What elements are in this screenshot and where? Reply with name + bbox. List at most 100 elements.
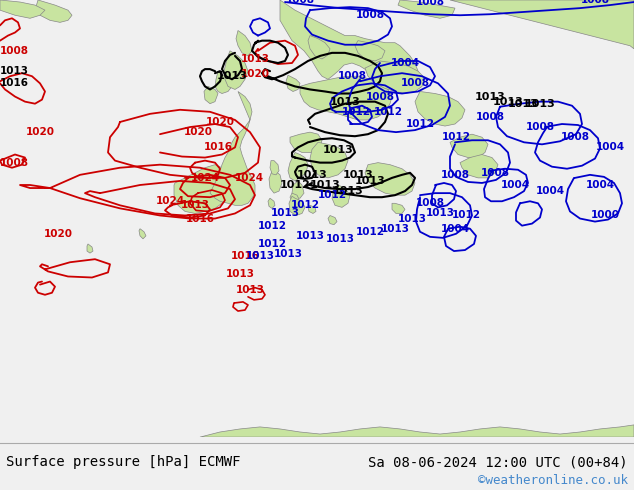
Text: 1016: 1016 [186, 214, 214, 223]
Text: 1013: 1013 [330, 97, 360, 107]
Text: 1016: 1016 [204, 143, 233, 152]
Text: 1016: 1016 [0, 78, 29, 88]
Polygon shape [328, 216, 337, 224]
Text: ©weatheronline.co.uk: ©weatheronline.co.uk [477, 474, 628, 487]
Polygon shape [365, 61, 425, 94]
Text: 1004: 1004 [441, 224, 470, 234]
Polygon shape [450, 134, 488, 158]
Text: 1008: 1008 [0, 158, 29, 168]
Text: 1008: 1008 [526, 122, 555, 132]
Text: 1013: 1013 [493, 97, 524, 107]
Text: Sa 08-06-2024 12:00 UTC (00+84): Sa 08-06-2024 12:00 UTC (00+84) [368, 456, 628, 469]
Text: 1008: 1008 [401, 78, 429, 88]
Polygon shape [398, 0, 455, 18]
Text: 1008: 1008 [285, 0, 314, 5]
Text: 1012: 1012 [441, 132, 470, 142]
Text: 1008: 1008 [337, 71, 366, 81]
Polygon shape [365, 163, 415, 195]
Polygon shape [268, 198, 275, 208]
Polygon shape [332, 185, 350, 207]
Text: 1013: 1013 [273, 249, 302, 259]
Polygon shape [224, 51, 248, 90]
Text: 1024: 1024 [155, 196, 184, 206]
Polygon shape [200, 425, 634, 437]
Text: 1004: 1004 [391, 58, 420, 68]
Text: 1008: 1008 [476, 112, 505, 122]
Text: 1013: 1013 [380, 224, 410, 234]
Text: 1020: 1020 [183, 127, 212, 137]
Text: 1013: 1013 [398, 214, 427, 223]
Polygon shape [310, 142, 348, 178]
Text: 1000: 1000 [590, 211, 619, 220]
Text: 1013: 1013 [333, 186, 363, 196]
Polygon shape [355, 41, 385, 61]
Polygon shape [288, 152, 308, 181]
Text: 1008: 1008 [0, 46, 29, 56]
Text: 1013: 1013 [235, 285, 264, 294]
Text: 1013: 1013 [342, 170, 373, 180]
Text: 1012: 1012 [342, 107, 370, 117]
Text: 1020: 1020 [44, 229, 72, 239]
Polygon shape [0, 0, 45, 18]
Polygon shape [308, 36, 330, 59]
Text: 1012: 1012 [257, 220, 287, 231]
Text: 1013: 1013 [508, 98, 538, 109]
Text: 1012: 1012 [451, 211, 481, 220]
Polygon shape [174, 165, 230, 214]
Text: 1012: 1012 [318, 190, 347, 200]
Text: 1020: 1020 [240, 69, 269, 79]
Text: 1012: 1012 [373, 107, 403, 117]
Text: 1004: 1004 [500, 180, 529, 190]
Polygon shape [87, 244, 93, 253]
Polygon shape [286, 75, 300, 92]
Text: 1016: 1016 [231, 251, 259, 261]
Text: 1012: 1012 [280, 180, 311, 190]
Polygon shape [289, 196, 305, 216]
Polygon shape [292, 181, 304, 198]
Polygon shape [270, 161, 279, 175]
Text: 1008: 1008 [356, 10, 384, 20]
Polygon shape [280, 0, 418, 94]
Text: 1013: 1013 [297, 170, 327, 180]
Text: 1004: 1004 [536, 186, 564, 196]
Text: 1013: 1013 [226, 270, 254, 279]
Text: 1013: 1013 [181, 200, 209, 210]
Polygon shape [215, 71, 232, 94]
Text: 1012: 1012 [290, 200, 320, 210]
Text: 1024: 1024 [235, 173, 264, 183]
Polygon shape [35, 0, 72, 23]
Text: 1008: 1008 [415, 198, 444, 208]
Text: 1013: 1013 [240, 54, 269, 64]
Text: 1008: 1008 [441, 170, 470, 180]
Text: 1013: 1013 [524, 98, 555, 109]
Text: 1024: 1024 [190, 173, 219, 183]
Polygon shape [210, 92, 255, 205]
Text: 1013: 1013 [0, 66, 29, 76]
Text: 1013: 1013 [295, 231, 325, 241]
Polygon shape [269, 171, 282, 193]
Polygon shape [290, 132, 322, 152]
Text: 1013: 1013 [271, 208, 299, 219]
Text: 1012: 1012 [356, 227, 384, 237]
Text: 1008: 1008 [581, 0, 609, 5]
Text: 1020: 1020 [205, 117, 235, 127]
Text: 1004: 1004 [585, 180, 614, 190]
Text: 1013: 1013 [425, 208, 455, 219]
Text: 1008: 1008 [365, 92, 394, 101]
Polygon shape [236, 30, 252, 56]
Text: 1013: 1013 [475, 92, 505, 101]
Text: 1013: 1013 [217, 71, 247, 81]
Text: 1013: 1013 [245, 251, 275, 261]
Text: 1013: 1013 [354, 176, 385, 186]
Polygon shape [139, 229, 146, 239]
Polygon shape [308, 205, 316, 214]
Polygon shape [450, 0, 634, 49]
Text: 1013: 1013 [309, 180, 340, 190]
Polygon shape [290, 193, 299, 202]
Text: 1008: 1008 [415, 0, 444, 7]
Text: Surface pressure [hPa] ECMWF: Surface pressure [hPa] ECMWF [6, 456, 241, 469]
Text: 1008: 1008 [481, 168, 510, 178]
Polygon shape [300, 76, 392, 120]
Polygon shape [204, 86, 218, 104]
Text: 1012: 1012 [406, 119, 434, 129]
